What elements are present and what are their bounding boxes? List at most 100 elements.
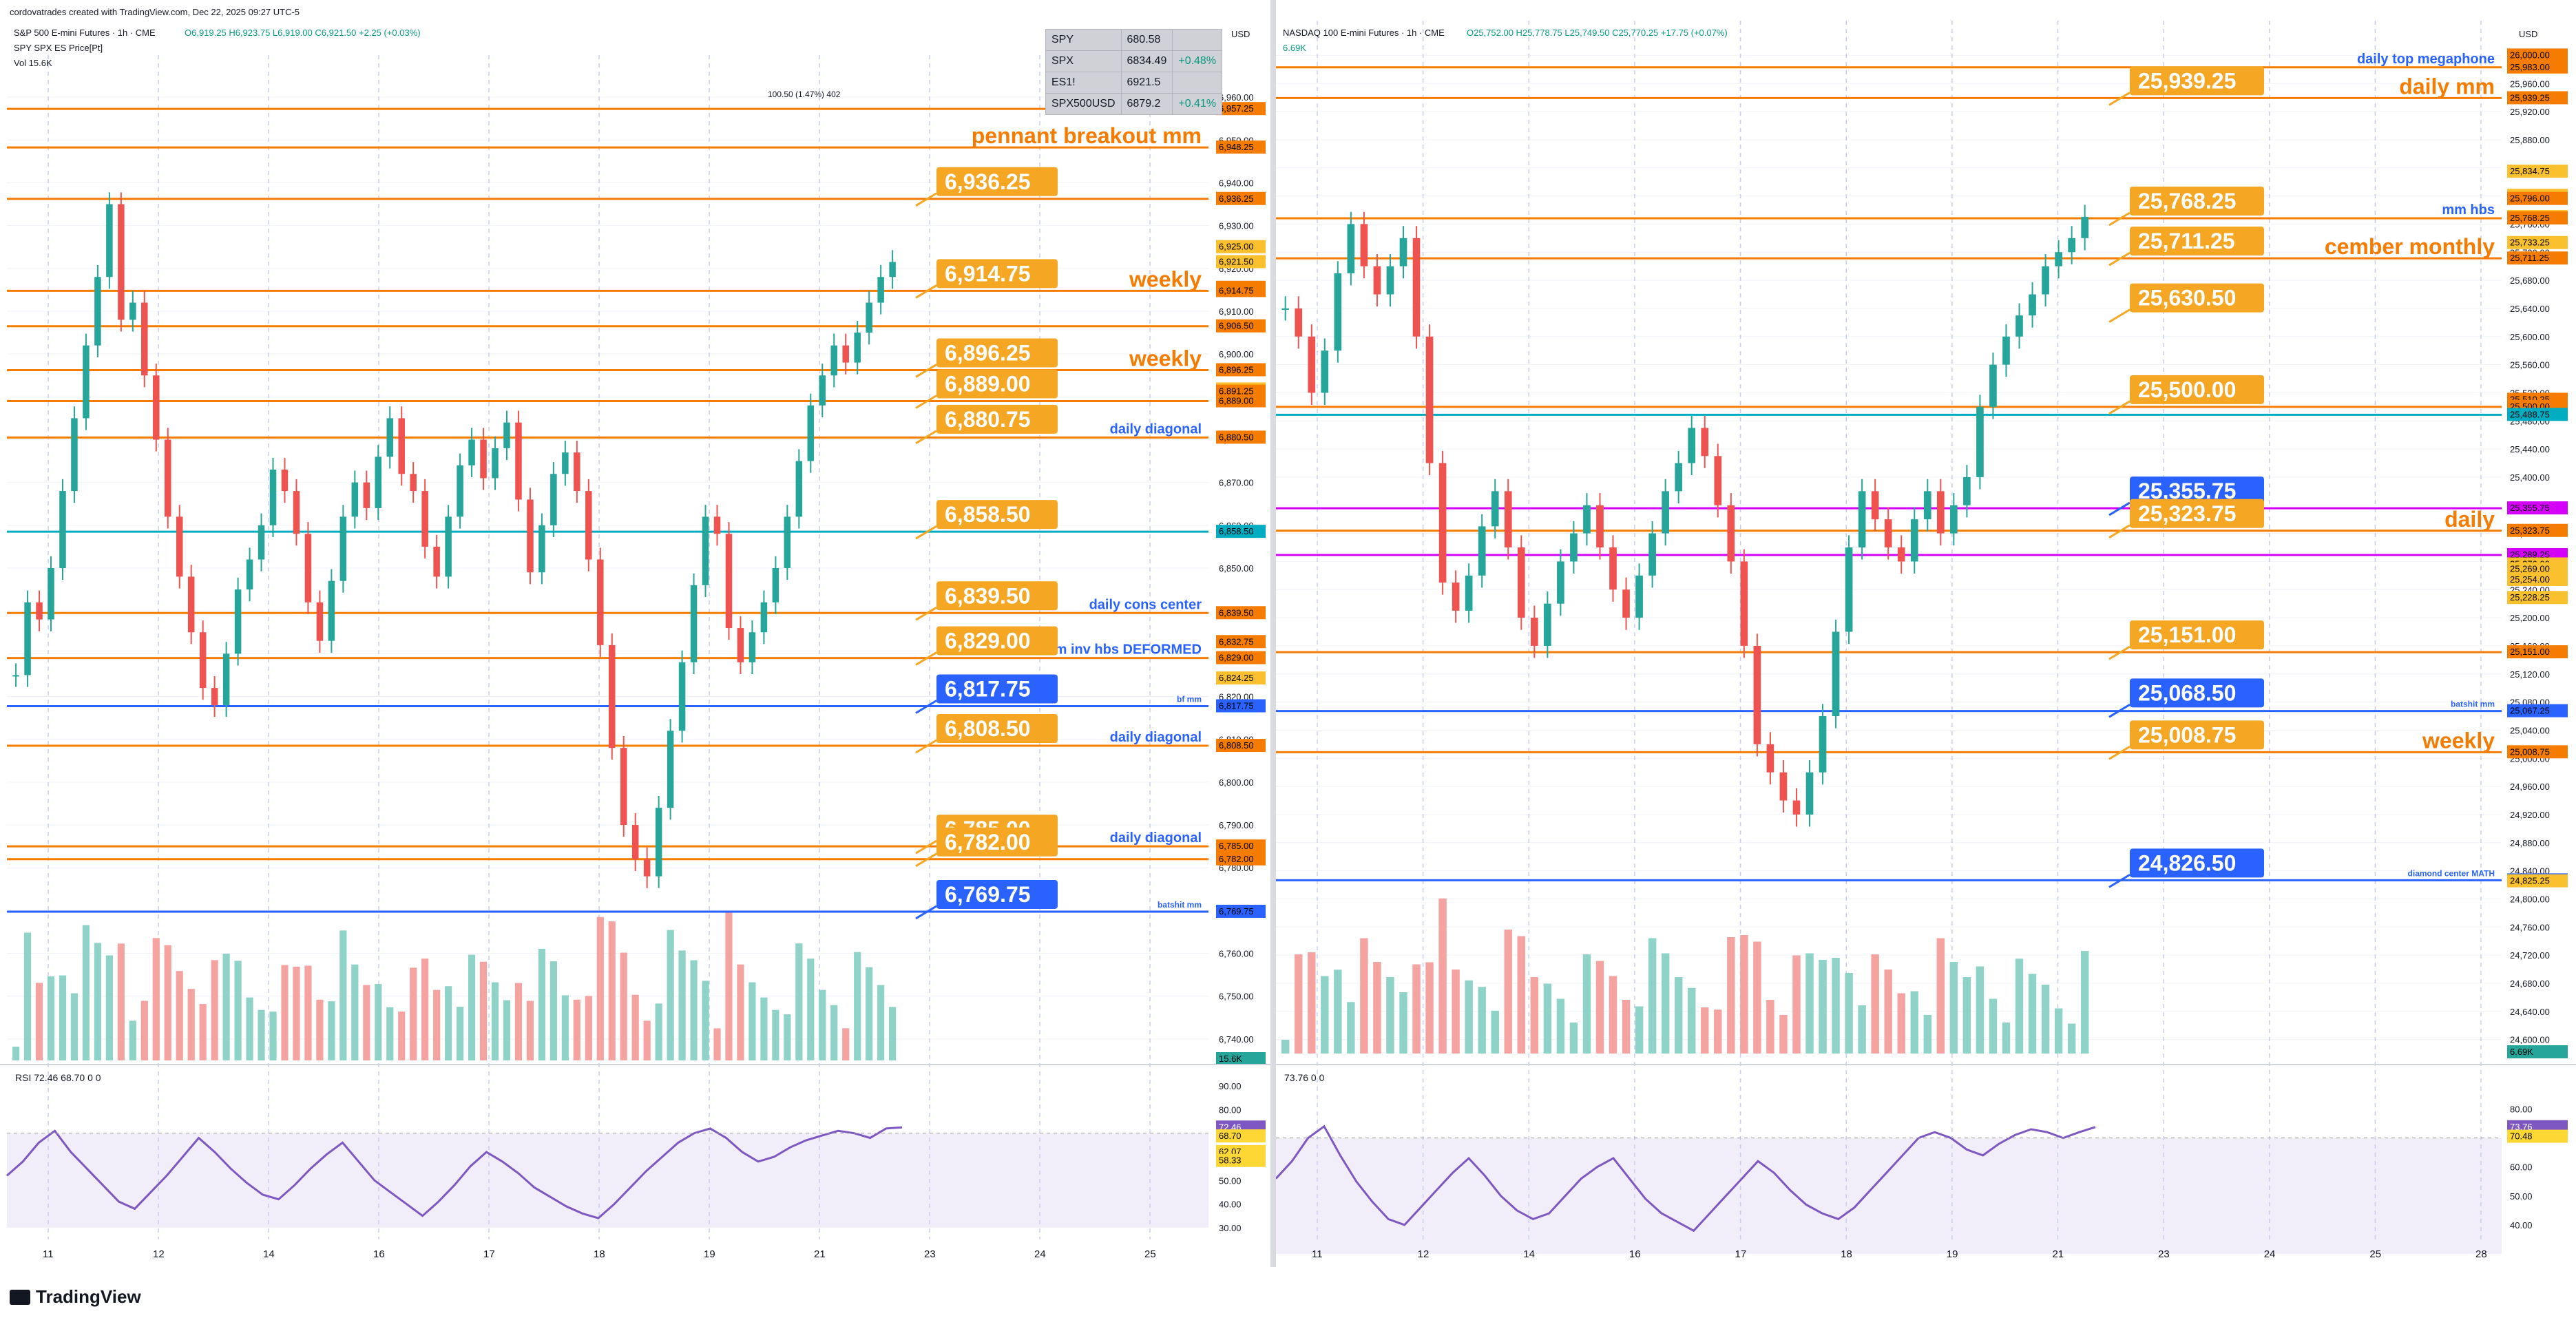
price-callout-text: 6,936.25 (945, 169, 1031, 194)
volume-bar (363, 985, 370, 1060)
callout-leader (915, 651, 937, 666)
volume-bar (608, 921, 616, 1060)
axis-price-tag (1216, 606, 1266, 620)
candle-body (527, 499, 534, 573)
price-callout (936, 827, 1058, 857)
left-symbol-title: S&P 500 E-mini Futures · 1h · CME (14, 28, 156, 38)
nq-futures-chart-pane[interactable]: 26,000.00 25,960.00 25,920.00 25,880.00 25,8… (1275, 0, 2576, 1267)
rsi-y-tick-label: 80.00 (1219, 1104, 1242, 1115)
quote-price: 6834.49 (1120, 50, 1173, 72)
axis-price-tag-text: 26,000.00 (2510, 50, 2550, 60)
candle-body (2015, 315, 2023, 337)
quote-change (1172, 72, 1223, 94)
price-callout (936, 259, 1058, 289)
y-tick-label: 6,940.00 (1219, 178, 1254, 188)
candle-body (398, 418, 405, 474)
level-label: daily cons center (1089, 597, 1202, 612)
volume-bar (304, 965, 312, 1060)
candle-body (760, 602, 768, 633)
volume-bar (1779, 1015, 1788, 1054)
volume-bar (760, 997, 768, 1060)
pane-divider[interactable] (1270, 0, 1276, 1267)
rsi-axis-tag (1216, 1129, 1266, 1143)
price-callout-text: 6,782.00 (945, 830, 1031, 855)
rsi-y-tick-label: 50.00 (1219, 1175, 1242, 1186)
candle-body (1622, 589, 1630, 618)
right-volume-legend[interactable]: 6.69K (1283, 43, 1306, 53)
quote-table: SPY 680.58 SPX 6834.49 +0.48% ES1! 6921.5 SP… (1045, 29, 1223, 115)
quote-symbol: SPX (1045, 50, 1122, 72)
volume-bar (702, 981, 709, 1060)
callout-leader (915, 606, 937, 621)
callout-leader (915, 284, 937, 299)
axis-price-tag-text: 25,151.00 (2510, 647, 2550, 657)
price-callout-text: 6,808.50 (945, 716, 1031, 741)
candle-body (655, 808, 662, 877)
axis-price-tag-text: 6,785.00 (1219, 841, 1254, 851)
volume-bar (351, 964, 359, 1060)
callout-leader (2108, 501, 2130, 516)
candle-body (118, 204, 125, 320)
x-tick-label: 16 (1629, 1248, 1641, 1260)
volume-bar (176, 971, 183, 1060)
candle-body (1727, 505, 1735, 562)
candle-body (1504, 491, 1512, 547)
rsi-y-tick-label: 90.00 (1219, 1081, 1242, 1091)
volume-bar (1674, 977, 1683, 1054)
y-tick-label: 24,720.00 (2510, 950, 2550, 961)
y-tick-label: 6,900.00 (1219, 349, 1254, 359)
y-tick-label: 25,680.00 (2510, 275, 2550, 286)
tradingview-logo[interactable]: TradingView (10, 1286, 141, 1308)
candle-body (1308, 336, 1316, 393)
y-tick-label: 25,440.00 (2510, 444, 2550, 454)
axis-price-tag-text: 6,769.75 (1219, 906, 1254, 916)
volume-bar (643, 1020, 651, 1060)
candle-body (1963, 476, 1971, 505)
rsi-line (1275, 1124, 2096, 1233)
candle-body (211, 688, 218, 705)
y-tick-label: 6,740.00 (1219, 1034, 1254, 1045)
candle-body (1347, 224, 1355, 273)
rsi-axis-tag (1216, 1153, 1266, 1167)
volume-bar (1766, 1000, 1774, 1054)
level-label: diamond center MATH (2408, 868, 2495, 878)
candle-body (574, 452, 580, 492)
candle-body (608, 645, 616, 748)
level-label: pennant breakout mm (972, 123, 1202, 148)
candle-body (2029, 294, 2036, 316)
candle-body (819, 375, 826, 406)
candle-body (690, 585, 698, 662)
volume-bar (12, 1047, 20, 1060)
left-ohlc-readout: O6,919.25 H6,923.75 L6,919.00 C6,921.50 … (185, 28, 421, 38)
volume-bar (585, 996, 592, 1060)
rsi-axis-tag (2507, 1129, 2568, 1143)
volume-bar (1714, 1009, 1722, 1054)
volume-bar (678, 950, 686, 1060)
volume-bar (1609, 976, 1617, 1054)
volume-bar (526, 1001, 534, 1060)
candle-body (222, 653, 230, 705)
callout-leader (915, 739, 937, 754)
axis-price-tag (2507, 60, 2568, 74)
callout-leader (2108, 251, 2130, 266)
price-callout-text: 25,151.00 (2138, 622, 2236, 647)
candle-body (480, 439, 487, 479)
candle-body (1557, 561, 1564, 604)
x-tick-label: 18 (1841, 1248, 1852, 1260)
volume-bar (234, 961, 242, 1060)
spx-futures-chart-pane[interactable]: 6,960.00 6,950.00 6,940.00 6,930.00 6,920.00… (0, 0, 1291, 1267)
nq-futures-chart[interactable]: 26,000.00 25,960.00 25,920.00 25,880.00 25,8… (1275, 0, 2576, 1267)
volume-bar (667, 930, 674, 1060)
x-tick-label: 14 (263, 1248, 275, 1260)
candle-body (772, 568, 779, 603)
left-volume-legend[interactable]: Vol 15.6K (14, 58, 52, 68)
y-tick-label: 24,800.00 (2510, 894, 2550, 904)
rsi-y-tick-label: 30.00 (1219, 1223, 1242, 1233)
volume-bar (1556, 998, 1565, 1054)
spx-futures-chart[interactable]: 6,960.006,950.006,940.006,930.006,920.00… (0, 0, 1291, 1267)
volume-bar (772, 1009, 779, 1060)
volume-bar (398, 1012, 406, 1060)
axis-price-tag-text: 6,889.00 (1219, 396, 1254, 406)
axis-price-tag-text: 25,488.75 (2510, 409, 2550, 419)
left-overlay-legend[interactable]: SPY SPX ES Price[Pt] (14, 43, 103, 53)
